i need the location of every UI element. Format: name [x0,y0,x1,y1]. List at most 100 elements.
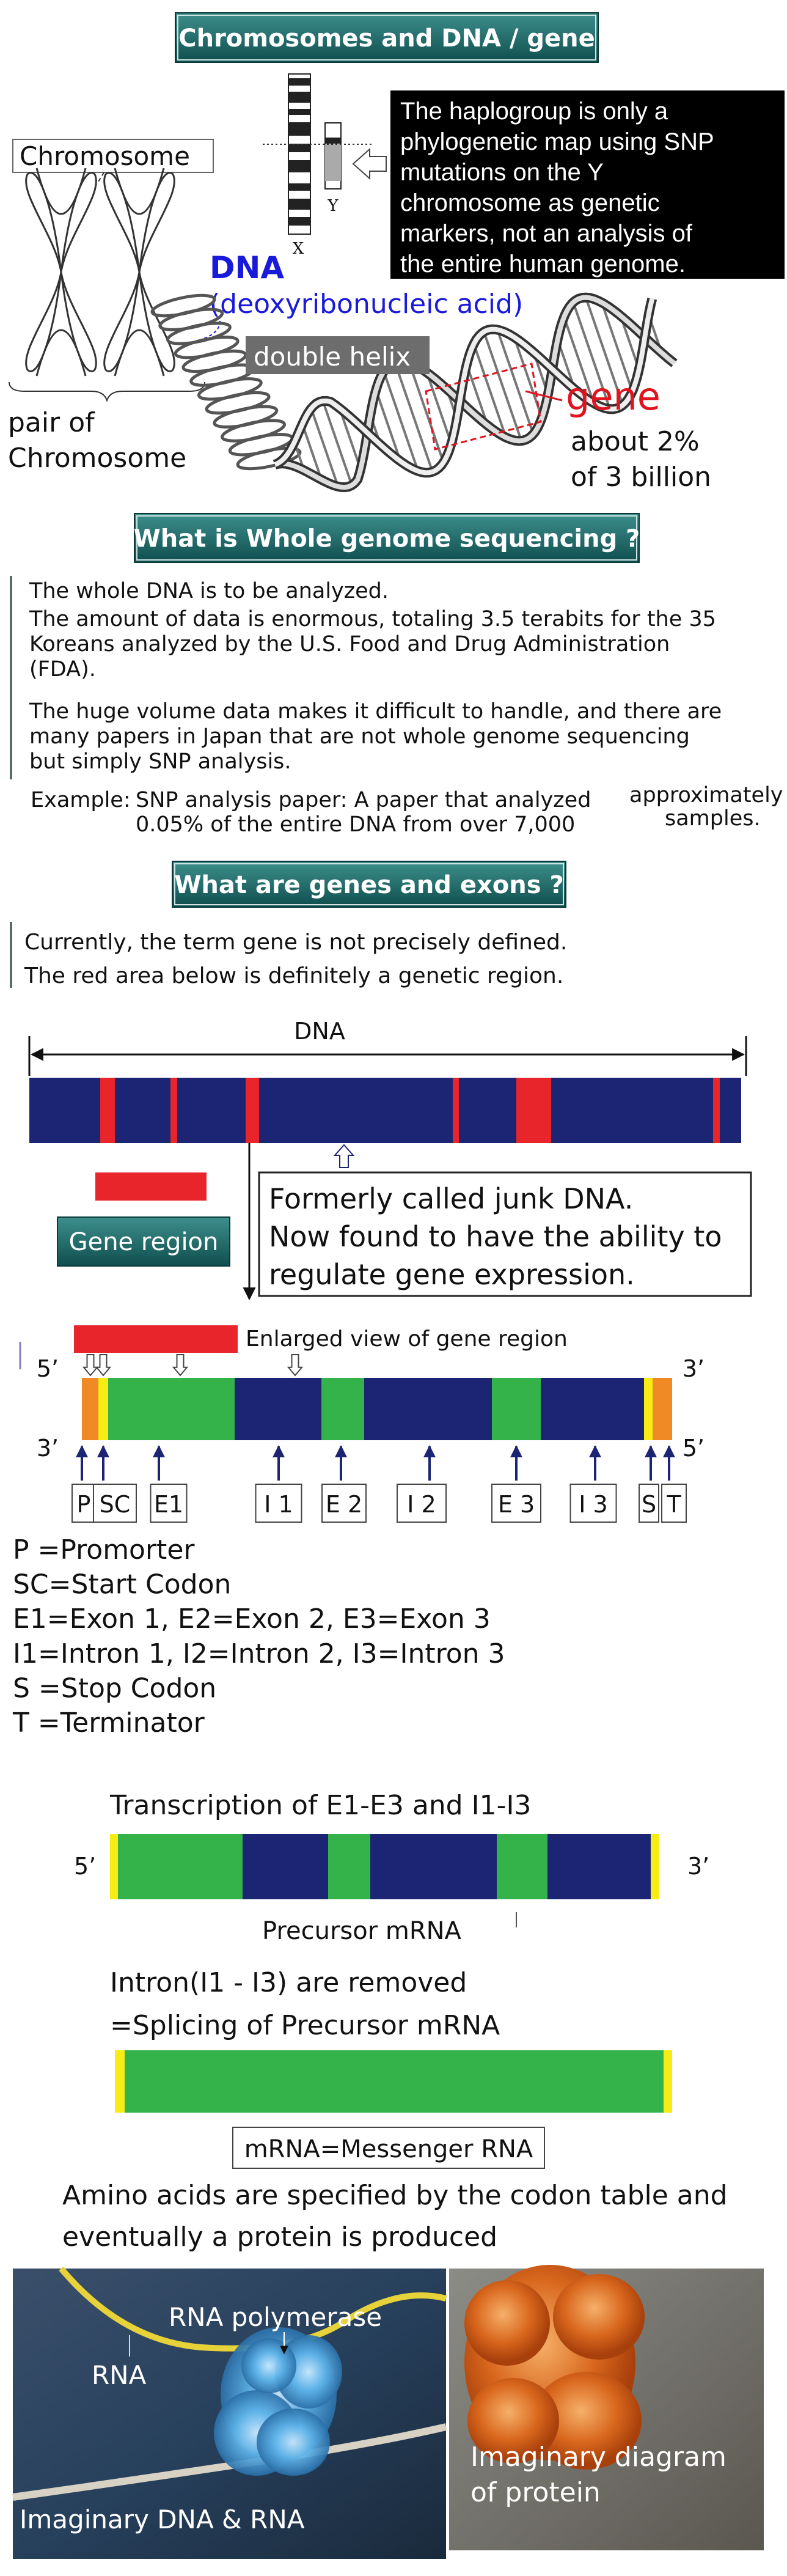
part-box [661,1484,687,1523]
junk-box [258,1171,752,1297]
part-label: I 1 [264,1491,293,1518]
banner-title: What are genes and exons ? [174,871,563,899]
note-text: the entire human genome. [400,251,686,278]
paragraph: but simply SNP analysis. [29,749,291,774]
rung [425,372,453,444]
banner [134,513,640,563]
chromatid [103,172,141,372]
rung [310,408,340,487]
paragraph: The whole DNA is to be analyzed. [29,579,389,603]
chromatid [35,167,87,377]
polymerase-blob [257,2409,330,2476]
rung [496,329,535,435]
coil [150,293,216,318]
band [288,122,310,136]
rung [394,361,434,473]
coil [205,391,271,415]
part-box [71,1484,96,1523]
coil [181,349,247,374]
gene-stripe [453,1078,459,1143]
note-box [390,90,785,279]
part-box [569,1484,617,1523]
mrna-segment [328,1834,370,1899]
gene-segment [98,1378,108,1440]
gene-label: gene [566,374,661,419]
hollow-arrow [95,1354,112,1377]
junk-note: Formerly called junk DNA. [269,1182,633,1215]
mrna-label: mRNA=Messenger RNA [244,2135,533,2163]
mrna-segment [370,1834,497,1899]
coil [221,419,286,443]
x-label: X [293,240,304,258]
band [325,138,341,144]
rung [338,408,362,470]
coil [189,363,255,387]
banner [175,12,599,63]
end-label: 3’ [683,1355,705,1382]
example-aside: samples. [665,806,761,831]
banner-border [174,863,564,905]
gene-stripe [713,1078,720,1143]
part-box [491,1484,541,1523]
hollow-arrow [352,147,387,180]
gene-region-sample [95,1172,207,1201]
rung [472,343,508,438]
legend-item: SC=Start Codon [13,1569,231,1600]
strand [274,295,676,490]
gene-segment [235,1378,321,1440]
intro-text: Currently, the term gene is not precisel… [24,930,567,955]
end-label: 3’ [687,1853,709,1880]
strand [274,298,655,476]
band [288,183,310,191]
gene-stripe [170,1078,177,1143]
legend-item: I1=Intron 1, I2=Intron 2, I3=Intron 3 [13,1638,505,1669]
coil [236,446,302,471]
hollow-arrow [82,1354,99,1377]
legend-item: T =Terminator [12,1707,205,1739]
gene-region-box [57,1216,230,1267]
pair-label: pair of [8,407,95,438]
note-text: phylogenetic map using SNP [400,128,714,155]
chromosome-label: Chromosome [20,141,190,171]
example-aside: approximately [629,783,783,808]
banner-title: What is Whole genome sequencing ? [134,524,640,553]
example-text: SNP analysis paper: A paper that analyze… [136,788,591,812]
part-label: E 2 [326,1491,362,1518]
paragraph: The amount of data is enormous, totaling… [29,607,716,631]
band [288,199,310,210]
part-label: P [77,1491,91,1518]
dna-box [246,336,430,374]
mrna-end [664,2050,672,2113]
end-label: 5’ [37,1355,59,1382]
paragraph: Koreans analyzed by the U.S. Food and Dr… [29,632,670,657]
chromatid [114,167,165,377]
banner-border [136,515,637,561]
part-box [93,1484,137,1523]
rung [600,302,634,392]
caption: Enlarged view of gene region [246,1327,568,1352]
part-label: T [666,1491,681,1518]
gene-segment [364,1378,492,1440]
end-label: 5’ [683,1435,705,1462]
caption: Precursor mRNA [262,1917,462,1945]
rung [572,301,612,410]
protein-blob [532,2372,642,2470]
part-label: I 3 [579,1491,607,1518]
banner-border [177,15,596,61]
note-text: mutations on the Y [400,159,604,186]
brace [9,381,205,403]
band [288,217,310,226]
paragraph: many papers in Japan that are not whole … [29,724,690,749]
example-text: 0.05% of the entire DNA from over 7,000 [136,812,575,837]
intro-text: The red area below is definitely a genet… [24,963,563,988]
gene-segment [492,1378,541,1440]
splicing-text: Intron(I1 - I3) are removed [110,1967,467,1998]
banner-title: Chromosomes and DNA / gene [178,24,595,53]
hollow-arrow [287,1354,304,1377]
label-box [12,139,214,173]
coil [158,307,224,331]
junk-note: Now found to have the ability to [269,1220,722,1253]
coil [166,322,232,345]
legend-item: E1=Exon 1, E2=Exon 2, E3=Exon 3 [13,1603,491,1635]
photo-caption: of protein [470,2477,601,2508]
